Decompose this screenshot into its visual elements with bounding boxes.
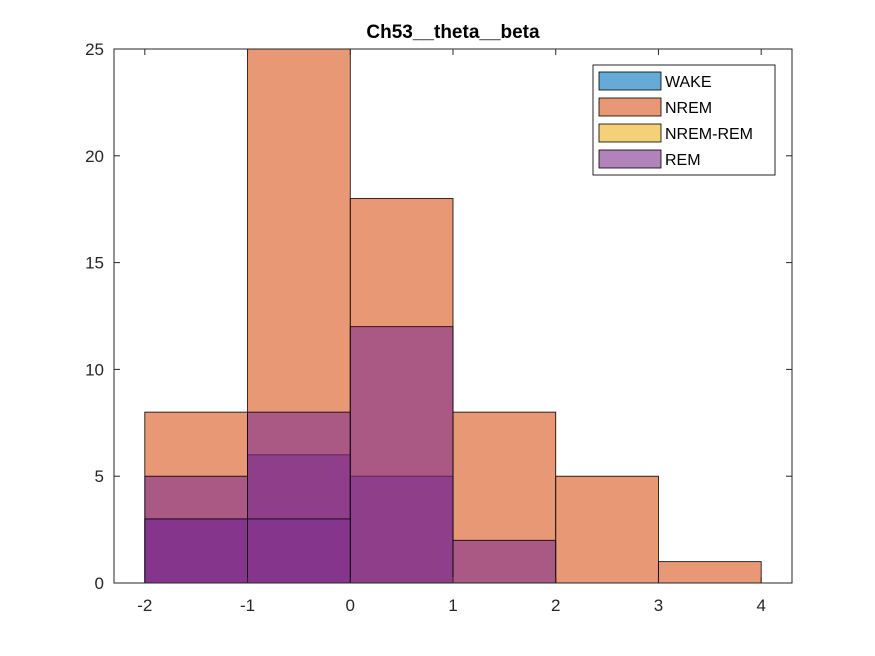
- legend-item[interactable]: REM: [598, 149, 701, 169]
- bar: [658, 561, 762, 584]
- bar: [144, 518, 248, 584]
- x-tick-label: 4: [756, 596, 765, 615]
- bars-layer: [144, 48, 762, 584]
- bar: [555, 475, 659, 584]
- series-5-bars: [144, 518, 351, 584]
- y-tick-label: 15: [85, 254, 104, 273]
- y-tick-label: 10: [85, 360, 104, 379]
- y-tick-label: 5: [95, 467, 104, 486]
- bar: [247, 518, 351, 584]
- legend-swatch: [598, 123, 662, 143]
- legend-label: WAKE: [665, 74, 712, 91]
- y-axis: 0 5 10 15 20 25: [85, 40, 792, 593]
- bar: [349, 326, 454, 584]
- legend-item[interactable]: NREM-REM: [598, 123, 753, 143]
- x-tick-label: -1: [240, 596, 255, 615]
- legend-swatch: [598, 149, 662, 169]
- x-tick-label: -2: [137, 596, 152, 615]
- legend-swatch: [598, 71, 662, 91]
- legend-item[interactable]: WAKE: [598, 71, 712, 91]
- chart-title: Ch53__theta__beta: [366, 22, 540, 43]
- y-tick-label: 20: [85, 147, 104, 166]
- y-tick-label: 0: [95, 574, 104, 593]
- x-tick-label: 3: [654, 596, 663, 615]
- x-tick-label: 2: [551, 596, 560, 615]
- x-tick-label: 1: [448, 596, 457, 615]
- legend[interactable]: WAKE NREM NREM-REM REM: [592, 64, 776, 176]
- legend-label: NREM: [665, 100, 712, 117]
- y-tick-label: 25: [85, 40, 104, 59]
- legend-label: NREM-REM: [665, 126, 753, 143]
- bar: [452, 539, 557, 584]
- legend-item[interactable]: NREM: [598, 97, 712, 117]
- x-tick-label: 0: [346, 596, 355, 615]
- legend-label: REM: [665, 152, 701, 169]
- x-axis: -2 -1 0 1 2 3 4: [137, 49, 766, 615]
- legend-swatch: [598, 97, 662, 117]
